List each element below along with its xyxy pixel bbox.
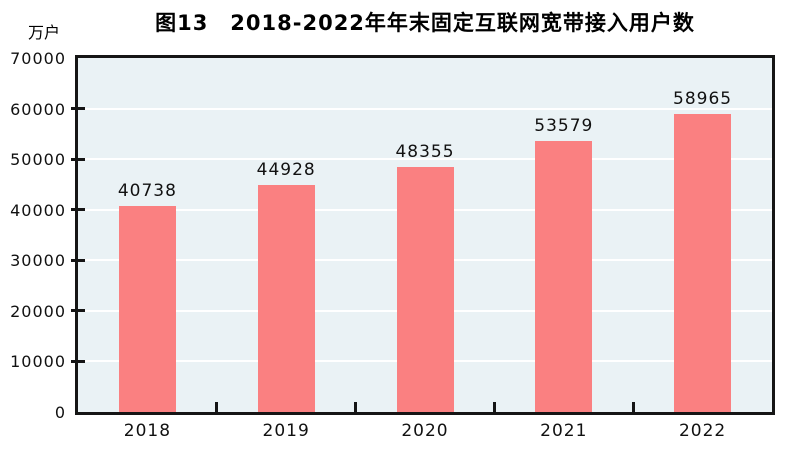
bar-2021 xyxy=(535,141,593,412)
y-axis-label-0: 0 xyxy=(54,403,66,422)
y-axis-label-50000: 50000 xyxy=(10,150,66,170)
y-tick-40000 xyxy=(71,208,85,212)
bar-2019 xyxy=(257,184,315,412)
y-axis-label-30000: 30000 xyxy=(10,251,66,271)
gridline-60000 xyxy=(78,107,772,110)
x-tick-4 xyxy=(631,402,635,412)
gridline-50000 xyxy=(78,158,772,161)
y-axis-label-40000: 40000 xyxy=(10,200,66,220)
y-axis-unit-label: 万户 xyxy=(28,23,61,42)
chart-title: 图13 2018-2022年年末固定互联网宽带接入用户数 xyxy=(155,11,695,35)
y-tick-30000 xyxy=(71,258,85,262)
x-tick-2 xyxy=(354,402,358,412)
bar-2022 xyxy=(674,113,732,412)
bar-value-label-2020: 48355 xyxy=(395,142,455,163)
y-tick-20000 xyxy=(71,309,85,313)
plot-area: 40738 44928 48355 53579 58965 xyxy=(75,55,775,415)
x-axis-label-2021: 2021 xyxy=(540,421,588,441)
x-tick-1 xyxy=(215,402,219,412)
y-axis-label-20000: 20000 xyxy=(10,301,66,321)
bar-value-label-2022: 58965 xyxy=(673,88,733,109)
bar-value-label-2018: 40738 xyxy=(117,180,177,201)
y-axis-label-10000: 10000 xyxy=(10,352,66,372)
x-axis-label-2019: 2019 xyxy=(262,421,310,441)
bar-value-label-2019: 44928 xyxy=(256,159,316,180)
bar-2020 xyxy=(396,167,454,412)
y-axis-label-60000: 60000 xyxy=(10,99,66,119)
y-axis-label-70000: 70000 xyxy=(10,49,66,68)
x-axis-label-2018: 2018 xyxy=(123,421,172,441)
y-tick-60000 xyxy=(71,107,85,111)
x-axis-label-2022: 2022 xyxy=(678,421,727,441)
x-tick-3 xyxy=(492,402,496,412)
bar-2018 xyxy=(118,205,176,412)
y-tick-50000 xyxy=(71,157,85,161)
y-tick-10000 xyxy=(71,359,85,363)
bar-value-label-2021: 53579 xyxy=(534,116,594,137)
x-axis-label-2020: 2020 xyxy=(401,421,449,441)
